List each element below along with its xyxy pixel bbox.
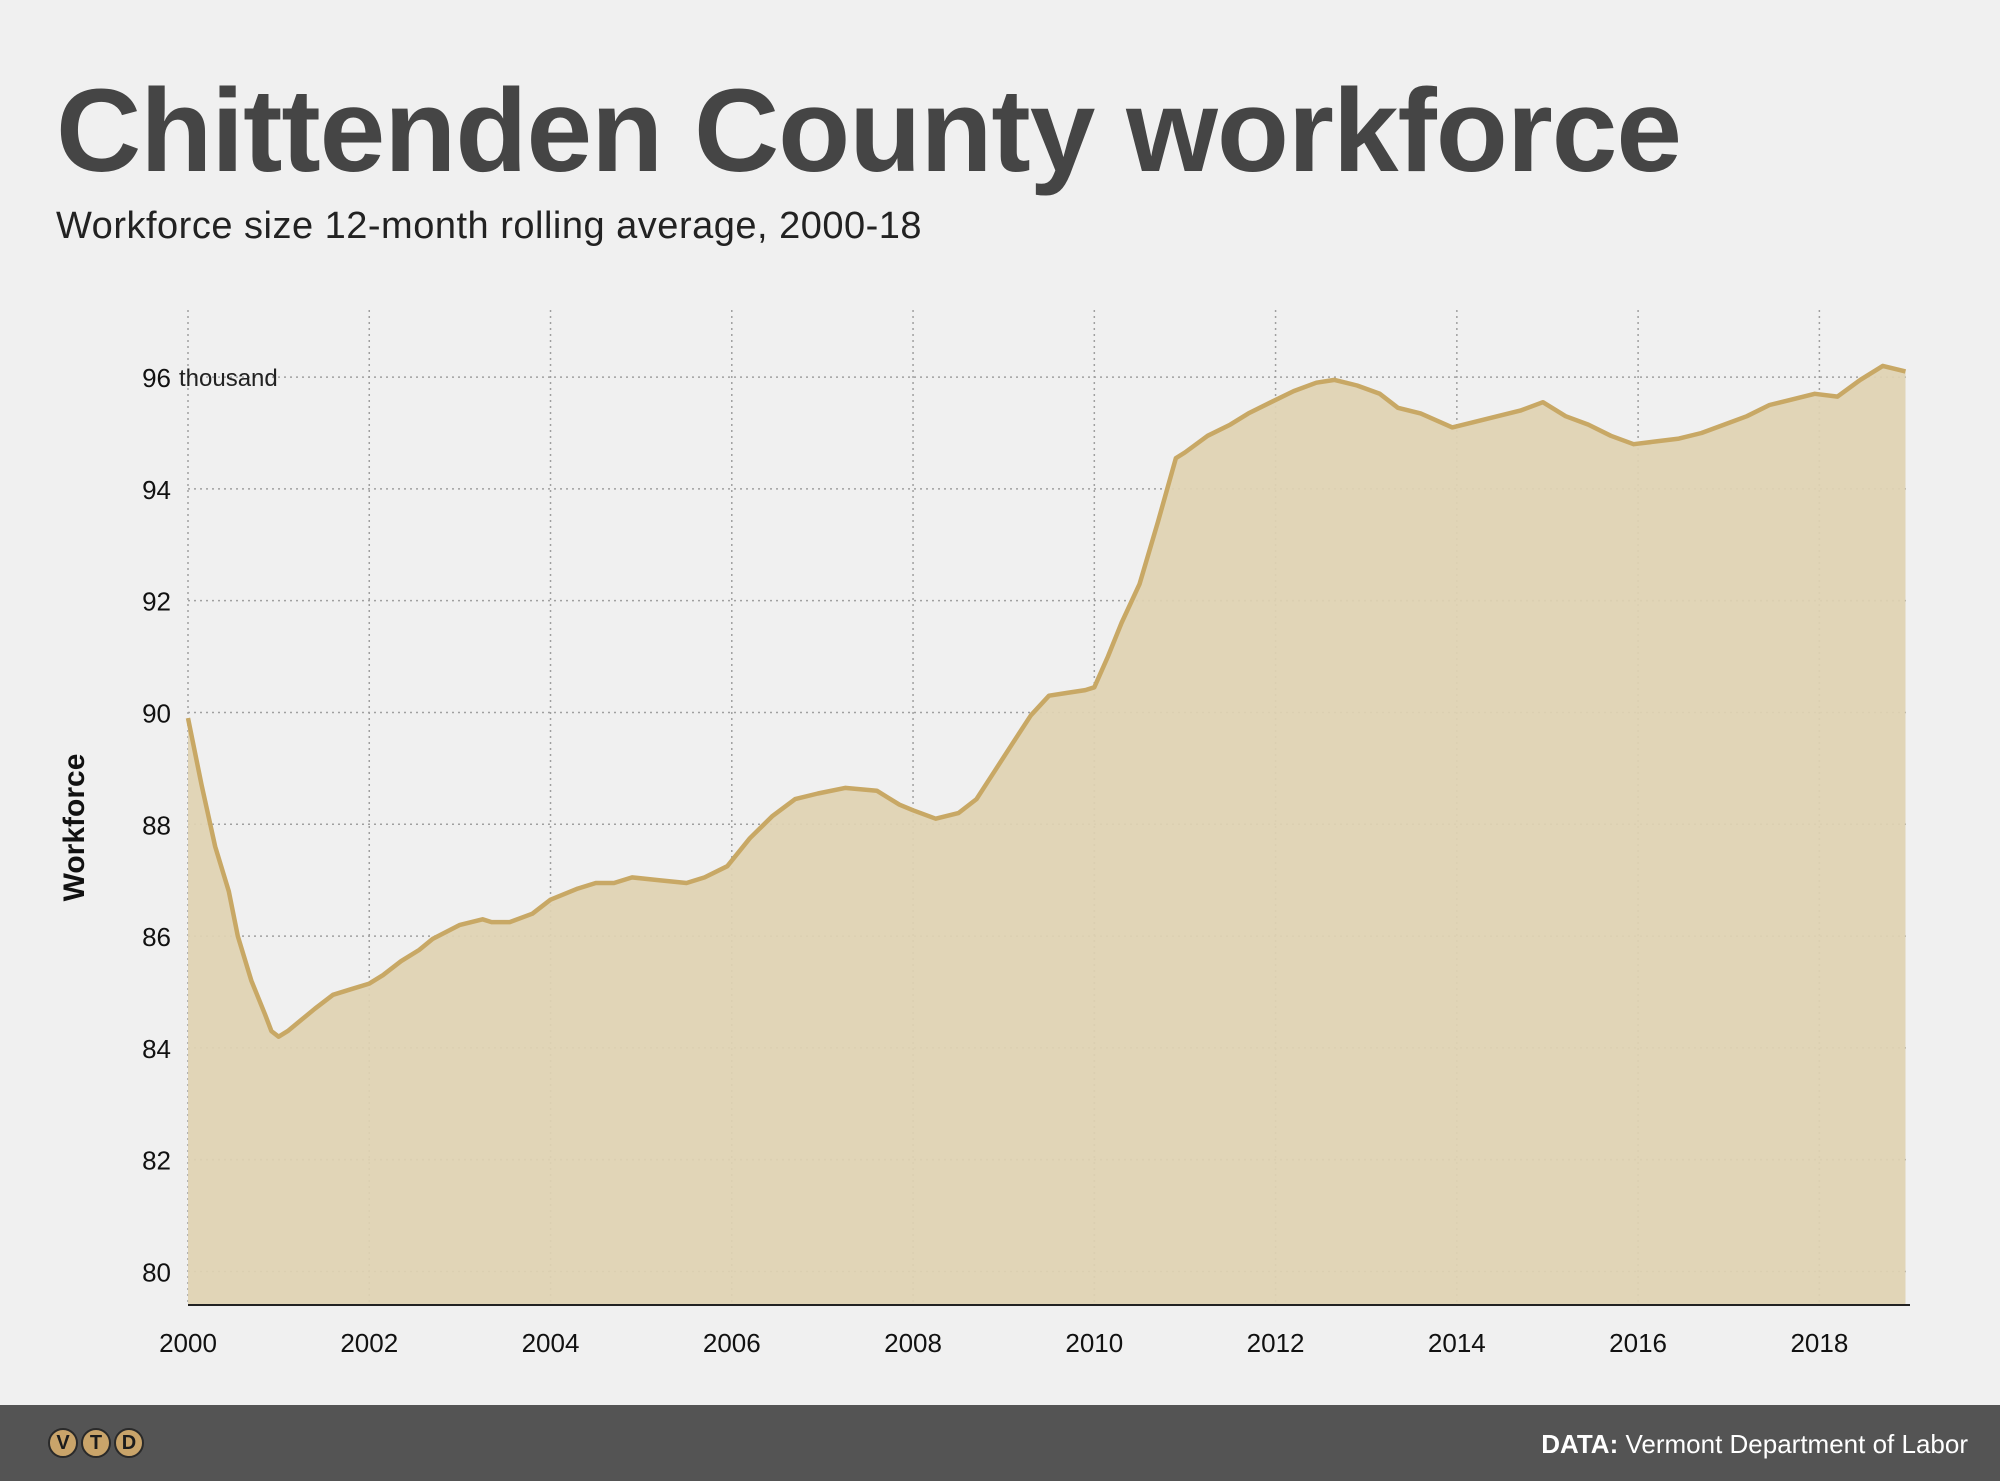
y-tick-label: 88: [142, 810, 171, 840]
footer-bar: [0, 1405, 2000, 1481]
y-tick-label: 96: [142, 363, 171, 393]
y-tick-labels: 80 82 84 86 88 90 92 94 96: [142, 363, 171, 1287]
y-tick-label: 82: [142, 1146, 171, 1176]
y-tick-label: 86: [142, 922, 171, 952]
data-source-label: DATA:: [1541, 1429, 1619, 1459]
page-title: Chittenden County workforce: [56, 65, 1682, 197]
x-tick-label: 2004: [522, 1328, 580, 1358]
data-source-text: Vermont Department of Labor: [1625, 1429, 1968, 1459]
x-tick-label: 2008: [884, 1328, 942, 1358]
x-tick-labels: 2000 2002 2004 2006 2008 2010 2012 2014 2016 2018: [159, 1328, 1848, 1358]
workforce-area-chart: 2000 2002 2004 2006 2008 2010 2012 2014 2016 2018…: [58, 310, 1910, 1358]
x-tick-label: 2010: [1065, 1328, 1123, 1358]
y-tick-label: 90: [142, 698, 171, 728]
y-unit-label: thousand: [179, 365, 278, 392]
y-tick-label: 84: [142, 1034, 171, 1064]
y-axis-label: Workforce: [58, 754, 91, 902]
x-tick-label: 2006: [703, 1328, 761, 1358]
x-tick-label: 2016: [1609, 1328, 1667, 1358]
y-tick-label: 92: [142, 587, 171, 617]
workforce-area: [188, 365, 1906, 1305]
x-tick-label: 2014: [1428, 1328, 1486, 1358]
x-tick-label: 2002: [340, 1328, 398, 1358]
logo-letter-v: V: [48, 1428, 78, 1458]
data-source: DATA: Vermont Department of Labor: [1541, 1429, 1968, 1460]
x-tick-label: 2012: [1247, 1328, 1305, 1358]
y-tick-label: 94: [142, 475, 171, 505]
y-tick-label: 80: [142, 1257, 171, 1287]
page-subtitle: Workforce size 12-month rolling average,…: [56, 205, 923, 247]
workforce-line: [185, 363, 1907, 1039]
logo-letter-d: D: [114, 1428, 144, 1458]
x-tick-label: 2018: [1790, 1328, 1848, 1358]
x-tick-label: 2000: [159, 1328, 217, 1358]
vtdigger-logo: V T D: [48, 1428, 144, 1460]
logo-letter-t: T: [81, 1428, 111, 1458]
